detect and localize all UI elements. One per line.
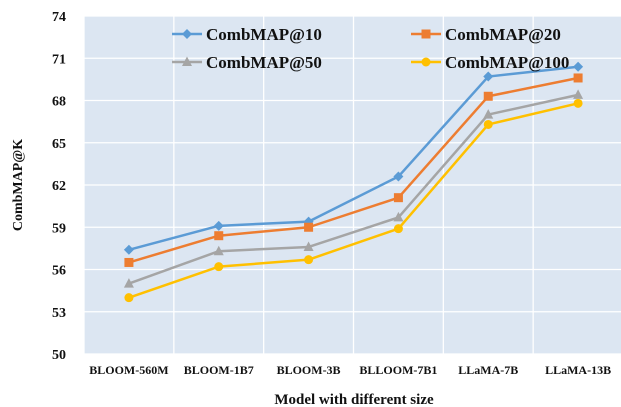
series-combmap-100 <box>124 98 583 303</box>
y-axis-label: CombMAP@K <box>11 139 26 231</box>
data-point <box>213 245 224 256</box>
data-point <box>214 262 224 272</box>
legend-item: CombMAP@50 <box>172 53 322 72</box>
legend-marker <box>182 56 192 66</box>
data-point <box>483 91 493 101</box>
x-tick-label: BLOOM-1B7 <box>184 363 254 377</box>
y-tick-label: 74 <box>52 10 66 25</box>
y-tick-label: 68 <box>52 95 66 110</box>
legend-item: CombMAP@10 <box>172 25 322 44</box>
y-tick-label: 56 <box>52 264 66 279</box>
x-tick-label: LLaMA-13B <box>545 363 611 377</box>
data-point <box>304 255 314 265</box>
legend-marker <box>421 57 431 67</box>
data-point <box>124 293 134 303</box>
data-point <box>483 109 494 119</box>
legend-label: CombMAP@50 <box>206 53 322 72</box>
legend: CombMAP@10 CombMAP@20 CombMAP@50 CombMAP@10… <box>172 25 569 72</box>
grid <box>83 15 621 355</box>
y-tick-label: 65 <box>52 137 66 152</box>
series-line <box>128 102 579 299</box>
y-tick-label: 50 <box>52 348 66 363</box>
series-combmap-50 <box>123 89 584 288</box>
legend-item: CombMAP@100 <box>411 53 569 72</box>
legend-label: CombMAP@100 <box>445 53 569 72</box>
data-point <box>483 71 494 82</box>
y-axis-ticks: 50 53 56 59 62 65 68 71 74 <box>52 10 66 363</box>
data-point <box>304 222 314 232</box>
y-tick-label: 53 <box>52 306 66 321</box>
data-point <box>123 278 134 288</box>
data-point <box>573 73 583 83</box>
y-tick-label: 71 <box>52 52 66 67</box>
data-point <box>124 257 134 267</box>
series-line <box>128 65 579 251</box>
y-tick-label: 59 <box>52 221 66 236</box>
series-line <box>128 93 579 285</box>
data-point <box>393 171 404 182</box>
legend-item: CombMAP@20 <box>411 25 561 44</box>
x-tick-label: BLOOM-560M <box>89 363 168 377</box>
data-point <box>393 193 403 203</box>
legend-marker <box>182 29 192 39</box>
x-tick-label: BLLOOM-7B1 <box>359 363 437 377</box>
data-point <box>213 220 224 231</box>
legend-marker <box>421 29 431 39</box>
data-point <box>573 61 584 72</box>
series-group <box>123 61 584 303</box>
data-point <box>483 119 493 129</box>
legend-label: CombMAP@10 <box>206 25 322 44</box>
x-axis-label: Model with different size <box>274 392 434 407</box>
data-point <box>303 241 314 251</box>
y-tick-label: 62 <box>52 179 66 194</box>
data-point <box>573 89 584 99</box>
data-point <box>123 244 134 255</box>
x-axis-ticks: BLOOM-560M BLOOM-1B7 BLOOM-3B BLLOOM-7B1 LLa… <box>89 363 611 377</box>
data-point <box>573 98 583 108</box>
x-tick-label: BLOOM-3B <box>277 363 341 377</box>
data-point <box>393 224 403 234</box>
series-combmap-20 <box>124 73 583 267</box>
data-point <box>214 231 224 241</box>
series-line <box>128 76 579 264</box>
data-point <box>393 211 404 222</box>
x-tick-label: LLaMA-7B <box>458 363 518 377</box>
legend-label: CombMAP@20 <box>445 25 561 44</box>
